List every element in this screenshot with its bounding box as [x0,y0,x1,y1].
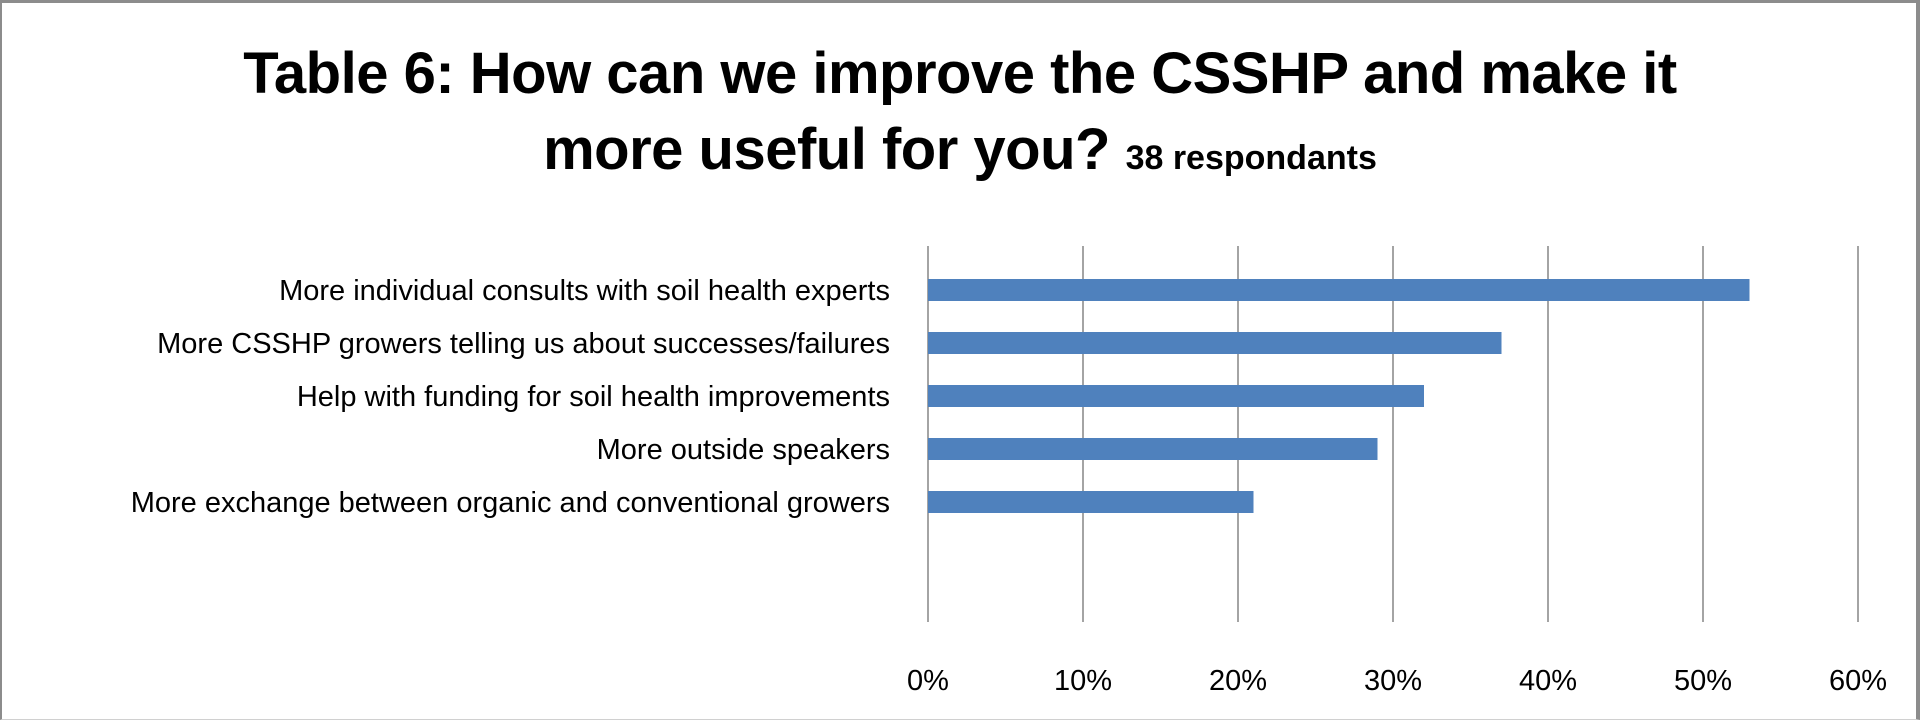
x-tick-label: 50% [1674,665,1732,697]
chart-title-line1: Table 6: How can we improve the CSSHP an… [243,41,1677,106]
x-tick-label: 30% [1364,665,1422,697]
gridlines [927,246,1859,622]
bar [928,279,1750,301]
category-label: More CSSHP growers telling us about succ… [157,328,890,360]
x-tick-labels: 0% 10% 20% 30% 40% 50% 60% [907,665,1887,697]
bar [928,385,1424,407]
bars [928,279,1750,513]
category-labels: More individual consults with soil healt… [131,275,890,519]
chart-title: Table 6: How can we improve the CSSHP an… [0,36,1920,196]
x-tick-label: 60% [1829,665,1887,697]
bar [928,438,1378,460]
chart-subtitle: 38 respondants [1125,139,1377,177]
bar [928,491,1254,513]
x-tick-label: 40% [1519,665,1577,697]
category-label: More outside speakers [597,434,890,466]
x-tick-label: 10% [1054,665,1112,697]
category-label: More individual consults with soil healt… [279,275,890,307]
x-tick-label: 0% [907,665,949,697]
category-label: Help with funding for soil health improv… [297,381,890,413]
x-tick-label: 20% [1209,665,1267,697]
bar [928,332,1502,354]
category-label: More exchange between organic and conven… [131,487,890,519]
chart-title-line2: more useful for you? [543,117,1110,182]
